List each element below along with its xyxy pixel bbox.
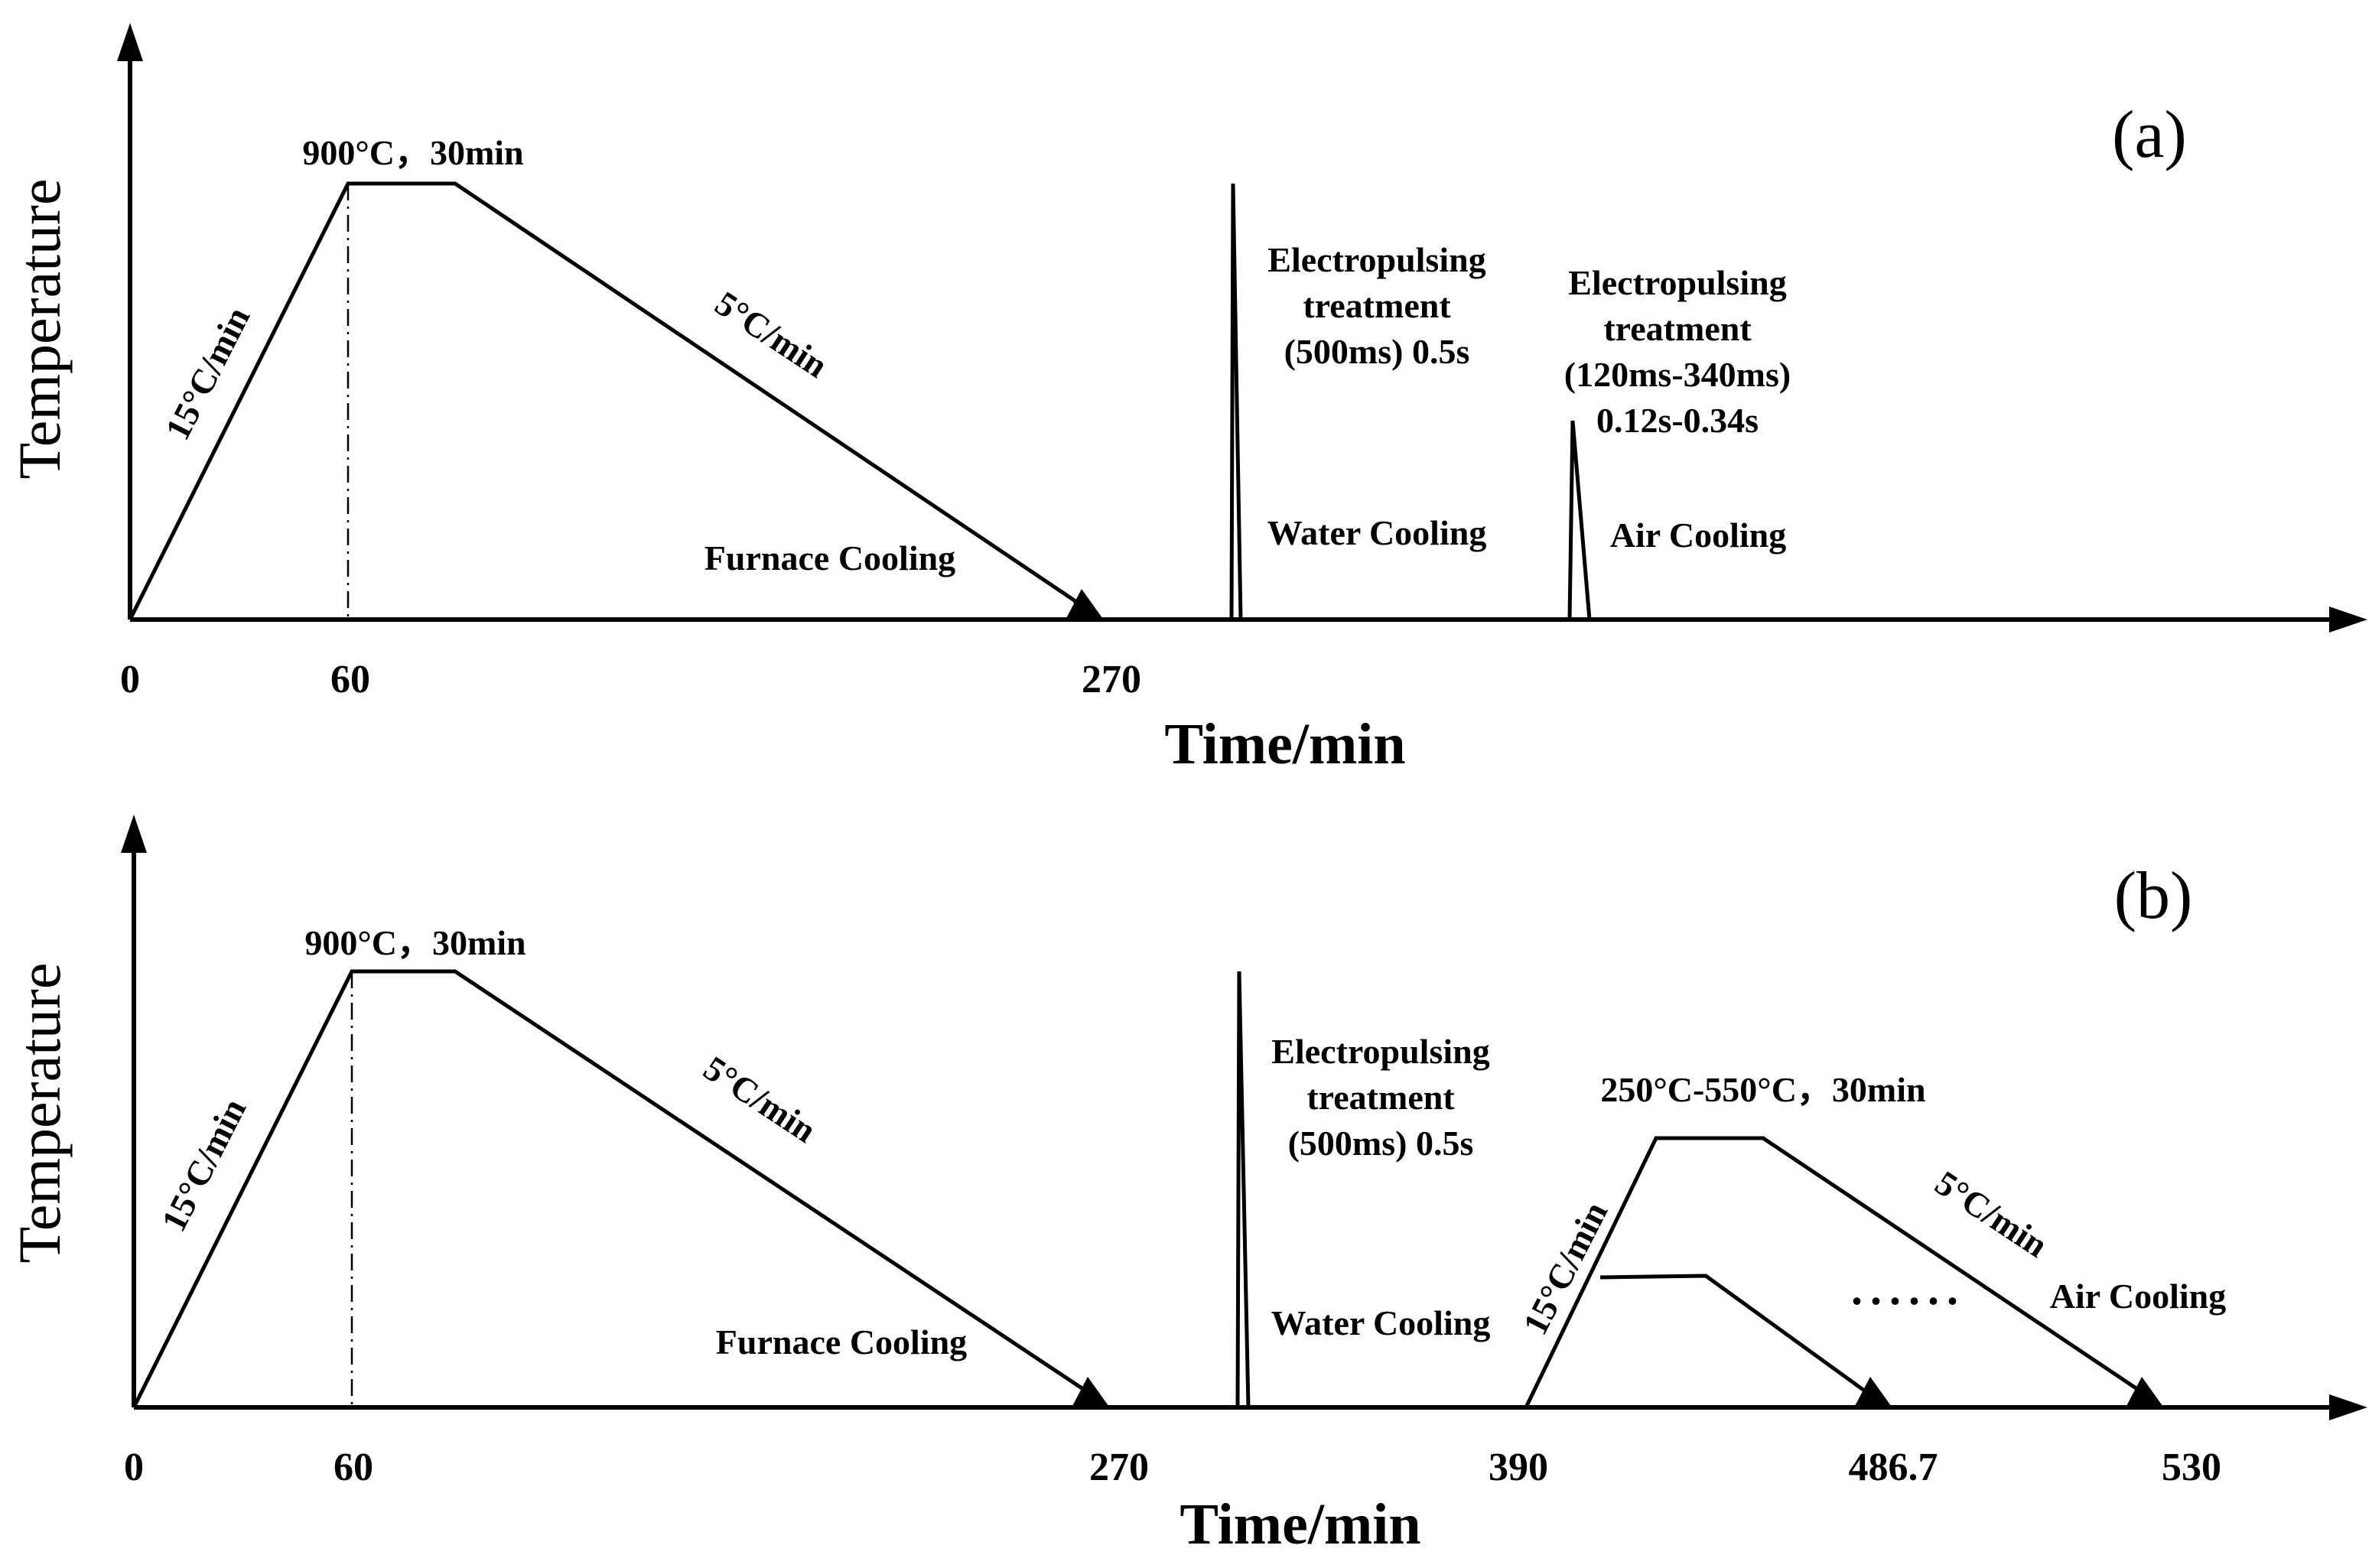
panel-a-ept2-line3: (120ms-340ms) <box>1564 355 1791 394</box>
panel-a-ept1-line2: treatment <box>1303 286 1451 325</box>
panel-b-aging-upper-arrowhead <box>2125 1377 2165 1409</box>
panel-b-tick-270: 270 <box>1089 1446 1149 1489</box>
panel-b-heating-rate: 15°C/min <box>154 1092 253 1238</box>
panel-b-ept-line2: treatment <box>1306 1078 1455 1117</box>
panel-b-water-cooling-label: Water Cooling <box>1271 1303 1491 1342</box>
panel-b-ellipsis: ...... <box>1851 1264 1966 1314</box>
panel-b-x-axis-label: Time/min <box>1179 1492 1420 1557</box>
panel-b-aging-lower-arrowhead <box>1853 1377 1893 1409</box>
panel-a-ept-spike-2 <box>1567 420 1592 620</box>
panel-a-cooling-rate: 5°C/min <box>708 284 835 385</box>
panel-b-cooling-arrowhead <box>1071 1377 1111 1409</box>
panel-b-aging-label: 250°C-550°C，30min <box>1600 1070 1925 1109</box>
panel-b-thermal-curve <box>132 969 1089 1409</box>
panel-a-x-axis-arrow <box>2329 607 2367 633</box>
panel-a-tick-60: 60 <box>330 658 370 701</box>
panel-a-y-axis-arrow <box>117 23 143 61</box>
panel-b-aging-curve-upper <box>1524 1136 2143 1409</box>
panel-a-ept1-line3: (500ms) 0.5s <box>1284 332 1470 371</box>
panel-b-ept-line3: (500ms) 0.5s <box>1288 1124 1474 1163</box>
panel-b-tick-486-7: 486.7 <box>1849 1446 1938 1489</box>
panel-a-y-axis-label: Temperature <box>6 179 73 480</box>
panel-b-y-axis-arrow <box>121 815 147 853</box>
panel-a-hold-label: 900°C，30min <box>302 133 523 172</box>
panel-a-ept2-line2: treatment <box>1603 309 1752 348</box>
panel-a-x-axis-label: Time/min <box>1164 712 1405 776</box>
panel-b-aging-heating-rate: 15°C/min <box>1515 1196 1615 1341</box>
panel-b-tick-60: 60 <box>334 1446 373 1489</box>
panel-b-hold-label: 900°C，30min <box>304 923 525 962</box>
panel-b-aging-cooling-rate: 5°C/min <box>1928 1163 2055 1265</box>
panel-a-thermal-curve <box>128 181 1082 621</box>
panel-a-cooling-arrowhead-fill <box>1065 589 1105 621</box>
panel-b-tick-0: 0 <box>124 1446 144 1489</box>
panel-a-ept2-line1: Electropulsing <box>1568 263 1786 302</box>
panel-b-label: (b) <box>2114 859 2193 933</box>
panel-b: (b) Temperature Time/min 0 60 270 390 48… <box>6 815 2367 1557</box>
panel-b-y-axis-label: Temperature <box>6 963 73 1264</box>
panel-b-tick-390: 390 <box>1489 1446 1548 1489</box>
panel-b-x-axis-arrow <box>2329 1394 2367 1420</box>
panel-b-aging-curve-lower <box>1599 1274 1868 1394</box>
panel-a-tick-0: 0 <box>120 658 140 701</box>
panel-b-cooling-rate: 5°C/min <box>697 1049 823 1150</box>
panel-a-heating-rate: 15°C/min <box>158 301 257 446</box>
panel-a-air-cooling-label: Air Cooling <box>1610 516 1786 555</box>
panel-b-ept-spike <box>1235 971 1251 1408</box>
panel-b-furnace-cooling-label: Furnace Cooling <box>716 1322 967 1361</box>
panel-b-ept-line1: Electropulsing <box>1271 1032 1489 1071</box>
panel-a-label: (a) <box>2112 98 2187 172</box>
panel-a-water-cooling-label: Water Cooling <box>1267 513 1487 552</box>
panel-b-tick-530: 530 <box>2162 1446 2221 1489</box>
panel-a-ept1-line1: Electropulsing <box>1267 240 1485 279</box>
panel-a-ept2-line4: 0.12s-0.34s <box>1596 401 1759 440</box>
panel-b-air-cooling-label: Air Cooling <box>2050 1277 2226 1316</box>
panel-a-tick-270: 270 <box>1082 658 1141 701</box>
panel-a: (a) Temperature Time/min 0 60 270 900°C，… <box>6 23 2367 776</box>
panel-a-ept-spike-1 <box>1229 183 1243 620</box>
panel-a-furnace-cooling-label: Furnace Cooling <box>704 538 955 577</box>
